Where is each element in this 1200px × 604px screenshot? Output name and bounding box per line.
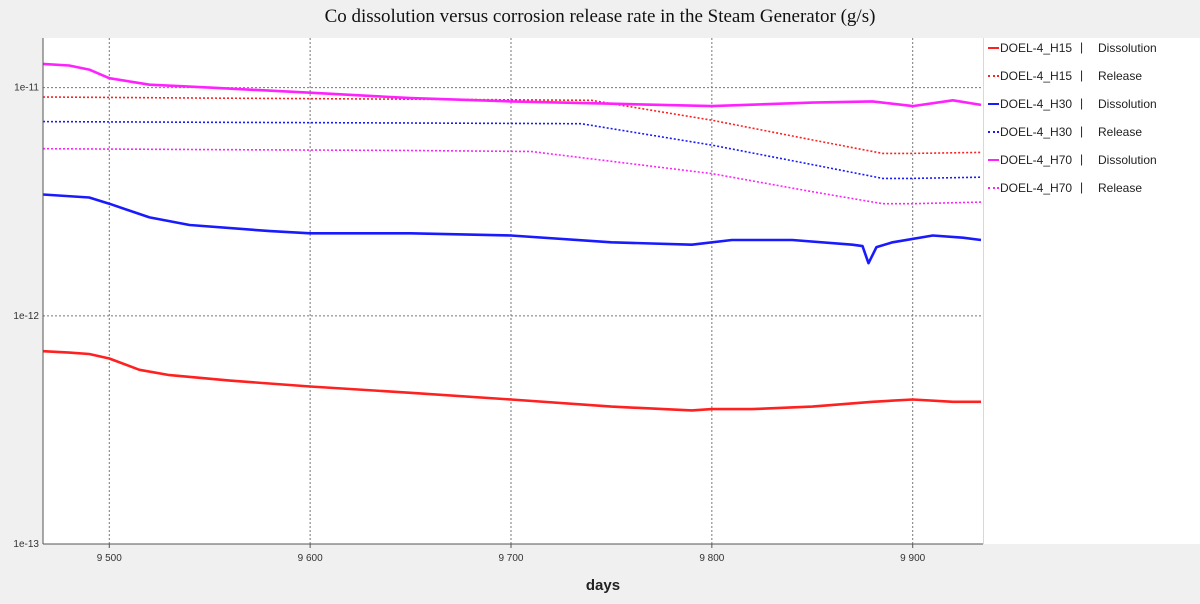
series-line-doel-4-h15-release	[42, 96, 982, 155]
x-tick-label: 9 500	[97, 553, 122, 564]
legend-separator: |	[1080, 68, 1084, 82]
x-tick-label: 9 900	[900, 553, 925, 564]
series-layer	[42, 62, 982, 412]
y-tick-label: 1e-13	[13, 539, 39, 550]
series-line-doel-4-h30-dissolution	[42, 193, 982, 265]
legend-series-name: DOEL-4_H15	[1000, 69, 1073, 83]
legend-series-name: DOEL-4_H30	[1000, 97, 1073, 111]
x-tick-label: 9 600	[298, 553, 323, 564]
legend-series-kind: Dissolution	[1098, 41, 1157, 55]
legend-swatch	[988, 103, 999, 105]
series-line-doel-4-h70-dissolution	[42, 62, 982, 108]
legend-series-name: DOEL-4_H70	[1000, 153, 1073, 167]
axes	[42, 38, 983, 545]
plot-area	[43, 38, 983, 544]
legend: DOEL-4_H15 | Dissolution DOEL-4_H15 | Release…	[983, 38, 1200, 544]
legend-series-kind: Dissolution	[1098, 97, 1157, 111]
legend-separator: |	[1080, 96, 1084, 110]
legend-separator: |	[1080, 180, 1084, 194]
tick-labels: 9 500 9 600 9 700 9 800 9 900 1e-13 1e-12 1e-11	[13, 83, 925, 564]
legend-item[interactable]: DOEL-4_H15 | Release	[984, 66, 1200, 86]
x-tick-label: 9 800	[699, 553, 724, 564]
legend-series-name: DOEL-4_H70	[1000, 181, 1073, 195]
legend-separator: |	[1080, 152, 1084, 166]
legend-series-kind: Release	[1098, 125, 1143, 139]
legend-swatch	[988, 159, 999, 161]
legend-item[interactable]: DOEL-4_H30 | Release	[984, 122, 1200, 142]
chart-title: Co dissolution versus corrosion release …	[324, 6, 876, 27]
legend-series-kind: Release	[1098, 181, 1143, 195]
series-line-doel-4-h70-release	[42, 147, 982, 205]
legend-item[interactable]: DOEL-4_H70 | Release	[984, 178, 1200, 198]
legend-swatch	[988, 131, 999, 133]
legend-item[interactable]: DOEL-4_H15 | Dissolution	[984, 38, 1200, 58]
x-axis-label: days	[586, 577, 620, 594]
series-line-doel-4-h15-dissolution	[42, 349, 981, 412]
legend-series-name: DOEL-4_H15	[1000, 41, 1073, 55]
legend-item[interactable]: DOEL-4_H30 | Dissolution	[984, 94, 1200, 114]
legend-item[interactable]: DOEL-4_H70 | Dissolution	[984, 150, 1200, 170]
y-tick-label: 1e-11	[14, 83, 39, 94]
legend-series-kind: Release	[1098, 69, 1143, 83]
legend-separator: |	[1080, 124, 1084, 138]
legend-swatch	[988, 75, 999, 77]
legend-separator: |	[1080, 40, 1084, 54]
series-line-doel-4-h30-release	[42, 120, 982, 180]
legend-series-kind: Dissolution	[1098, 153, 1157, 167]
legend-swatch	[988, 187, 999, 189]
legend-series-name: DOEL-4_H30	[1000, 125, 1073, 139]
legend-swatch	[988, 47, 999, 49]
x-tick-label: 9 700	[498, 553, 523, 564]
y-tick-label: 1e-12	[13, 311, 39, 322]
